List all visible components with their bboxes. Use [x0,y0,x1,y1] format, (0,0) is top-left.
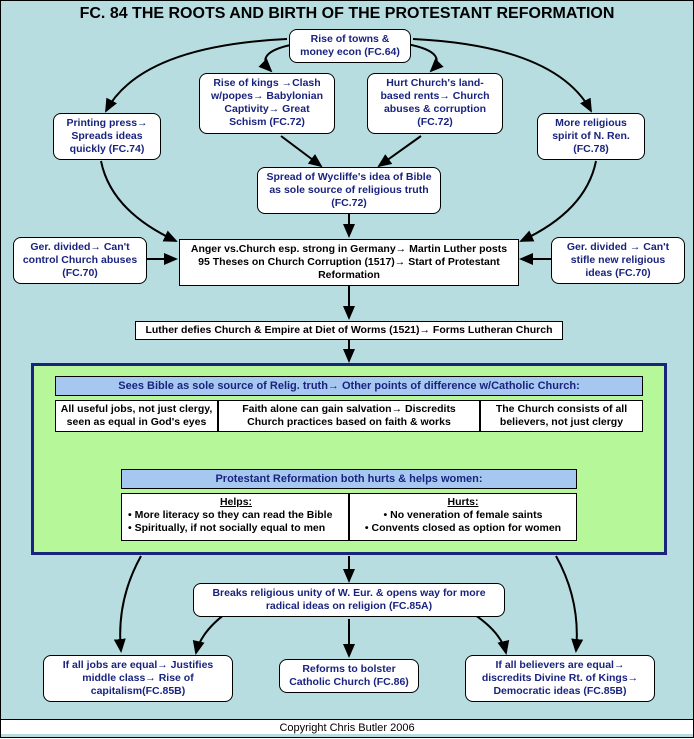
helps-body: • More literacy so they can read the Bib… [128,509,344,535]
copyright: Copyright Chris Butler 2006 [1,719,693,734]
box-ger-left: Ger. divided→ Can't control Church abuse… [13,237,147,284]
box-helps: Helps: • More literacy so they can read … [121,493,349,541]
box-spirit: More religious spirit of N. Ren. (FC.78) [537,113,645,160]
box-reforms: Reforms to bolster Catholic Church (FC.8… [279,659,419,693]
box-anger: Anger vs.Church esp. strong in Germany→ … [179,239,519,286]
diagram-canvas: FC. 84 THE ROOTS AND BIRTH OF THE PROTES… [0,0,694,738]
box-capitalism: If all jobs are equal→ Justifies middle … [43,655,233,702]
box-jobs: All useful jobs, not just clergy, seen a… [55,400,218,432]
box-believers: The Church consists of all believers, no… [480,400,643,432]
box-breaks: Breaks religious unity of W. Eur. & open… [193,583,505,617]
box-ger-right: Ger. divided → Can't stifle new religiou… [551,237,685,284]
bible-header: Sees Bible as sole source of Relig. trut… [55,376,643,396]
box-worms: Luther defies Church & Empire at Diet of… [135,321,563,340]
box-press: Printing press→ Spreads ideas quickly (F… [53,113,161,160]
box-faith: Faith alone can gain salvation→ Discredi… [218,400,480,432]
helps-title: Helps: [220,496,252,508]
hurts-title: Hurts: [448,496,479,508]
hurts-body: • No veneration of female saints • Conve… [354,509,572,535]
box-towns: Rise of towns & money econ (FC.64) [289,29,411,63]
box-kings: Rise of kings →Clash w/popes→ Babylonian… [199,73,335,134]
diagram-title: FC. 84 THE ROOTS AND BIRTH OF THE PROTES… [1,5,693,23]
box-hurts: Hurts: • No veneration of female saints … [349,493,577,541]
box-rents: Hurt Church's land-based rents→ Church a… [367,73,503,134]
women-header: Protestant Reformation both hurts & help… [121,469,577,489]
box-democratic: If all believers are equal→ discredits D… [465,655,655,702]
box-wycliffe: Spread of Wycliffe's idea of Bible as so… [257,167,441,214]
